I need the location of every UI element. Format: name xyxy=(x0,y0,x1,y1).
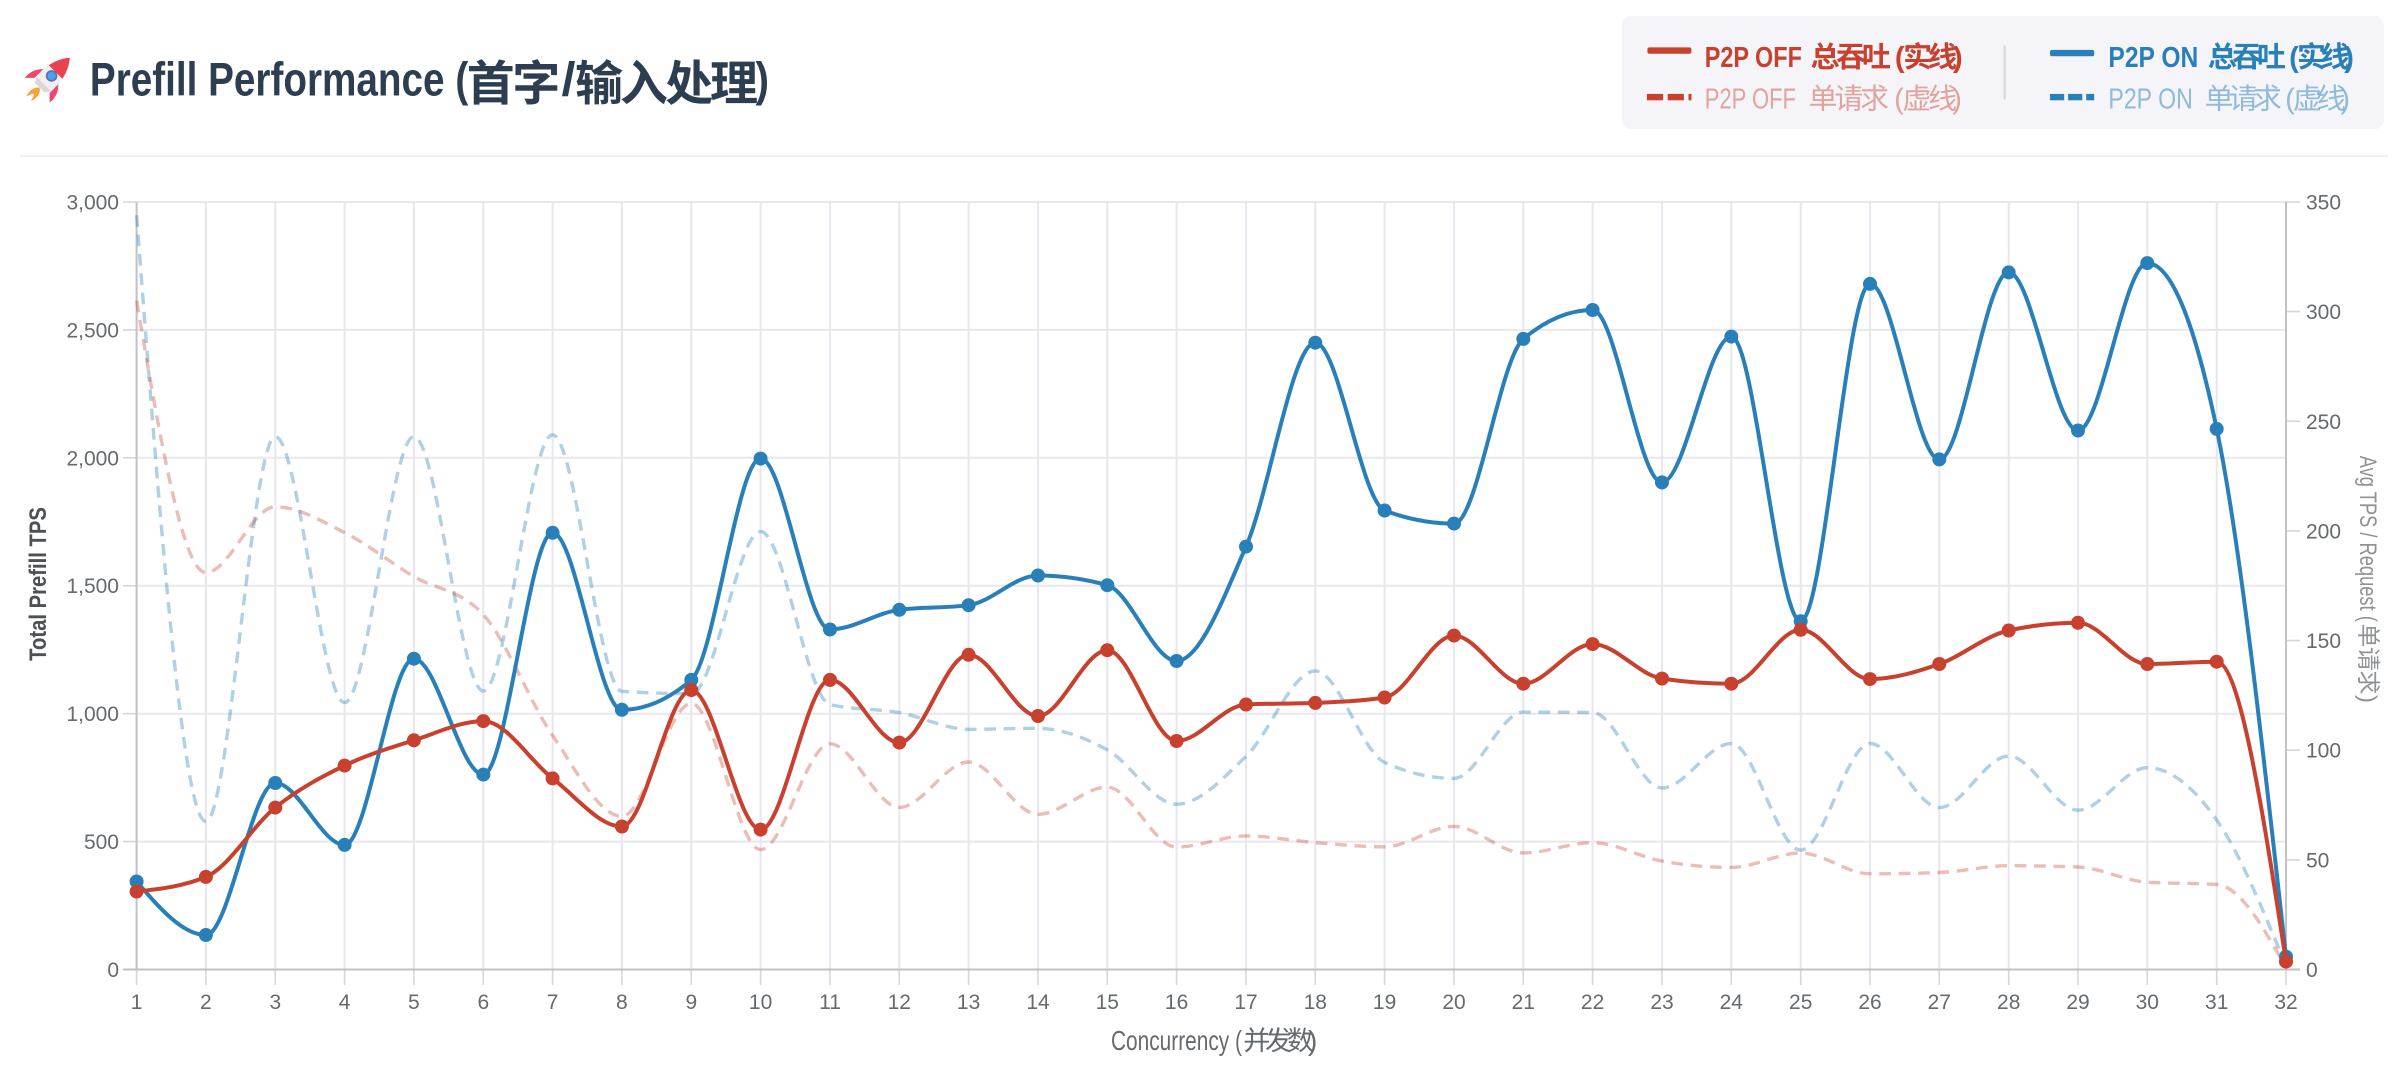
svg-text:1: 1 xyxy=(131,991,143,1014)
svg-text:15: 15 xyxy=(1096,991,1119,1014)
svg-text:25: 25 xyxy=(1789,991,1812,1014)
svg-text:3: 3 xyxy=(269,991,281,1014)
svg-text:21: 21 xyxy=(1512,991,1535,1014)
svg-text:31: 31 xyxy=(2205,991,2228,1014)
svg-text:): ) xyxy=(2340,84,2350,116)
svg-text:5: 5 xyxy=(408,991,420,1014)
svg-text:2: 2 xyxy=(200,991,212,1014)
svg-text:): ) xyxy=(756,52,770,105)
svg-text:Avg TPS / Request (: Avg TPS / Request ( xyxy=(2354,456,2381,622)
svg-text:26: 26 xyxy=(1858,991,1881,1014)
svg-text:18: 18 xyxy=(1304,991,1327,1014)
svg-text:Total Prefill TPS: Total Prefill TPS xyxy=(25,507,52,661)
svg-text:12: 12 xyxy=(888,991,911,1014)
svg-text:500: 500 xyxy=(84,831,119,854)
svg-text:30: 30 xyxy=(2136,991,2159,1014)
svg-text:): ) xyxy=(1308,1025,1317,1056)
svg-text:P2P OFF: P2P OFF xyxy=(1705,84,1796,116)
svg-text:150: 150 xyxy=(2306,630,2341,653)
svg-text:11: 11 xyxy=(819,991,841,1014)
svg-text:1,000: 1,000 xyxy=(66,703,119,726)
svg-text:P2P ON: P2P ON xyxy=(2108,84,2192,116)
svg-text:0: 0 xyxy=(2306,959,2318,982)
svg-text:50: 50 xyxy=(2306,849,2329,872)
svg-text:6: 6 xyxy=(477,991,489,1014)
svg-text:Prefill Performance (: Prefill Performance ( xyxy=(90,52,469,105)
svg-text:Concurrency (: Concurrency ( xyxy=(1111,1025,1242,1056)
svg-text:200: 200 xyxy=(2306,520,2341,543)
svg-text:/: / xyxy=(562,52,576,105)
svg-text:24: 24 xyxy=(1720,991,1744,1014)
svg-text:19: 19 xyxy=(1373,991,1396,1014)
svg-text:350: 350 xyxy=(2306,192,2341,215)
svg-text:(: ( xyxy=(1895,42,1905,74)
svg-text:13: 13 xyxy=(957,991,980,1014)
svg-text:): ) xyxy=(2344,42,2354,74)
svg-text:300: 300 xyxy=(2306,301,2341,324)
svg-text:250: 250 xyxy=(2306,411,2341,434)
svg-text:20: 20 xyxy=(1442,991,1465,1014)
svg-text:(: ( xyxy=(2289,42,2299,74)
svg-text:16: 16 xyxy=(1165,991,1188,1014)
svg-text:1,500: 1,500 xyxy=(66,575,119,598)
svg-text:): ) xyxy=(1952,84,1962,116)
svg-text:2,500: 2,500 xyxy=(66,319,119,342)
svg-text:4: 4 xyxy=(339,991,351,1014)
svg-text:17: 17 xyxy=(1234,991,1257,1014)
svg-text:P2P ON: P2P ON xyxy=(2108,42,2198,74)
svg-text:29: 29 xyxy=(2066,991,2089,1014)
svg-text:3,000: 3,000 xyxy=(66,192,119,215)
svg-text:28: 28 xyxy=(1997,991,2020,1014)
svg-text:(: ( xyxy=(2285,84,2295,116)
svg-text:14: 14 xyxy=(1026,991,1050,1014)
svg-text:7: 7 xyxy=(547,991,559,1014)
svg-text:10: 10 xyxy=(749,991,772,1014)
svg-text:100: 100 xyxy=(2306,740,2341,763)
svg-text:P2P OFF: P2P OFF xyxy=(1705,42,1802,74)
svg-text:9: 9 xyxy=(685,991,697,1014)
svg-text:(: ( xyxy=(1894,84,1904,116)
svg-text:22: 22 xyxy=(1581,991,1604,1014)
svg-text:): ) xyxy=(2354,695,2381,703)
svg-text:8: 8 xyxy=(616,991,628,1014)
svg-text:32: 32 xyxy=(2274,991,2297,1014)
svg-text:): ) xyxy=(1953,42,1963,74)
svg-text:23: 23 xyxy=(1650,991,1673,1014)
svg-text:27: 27 xyxy=(1928,991,1951,1014)
svg-text:0: 0 xyxy=(107,959,119,982)
svg-text:2,000: 2,000 xyxy=(66,447,119,470)
